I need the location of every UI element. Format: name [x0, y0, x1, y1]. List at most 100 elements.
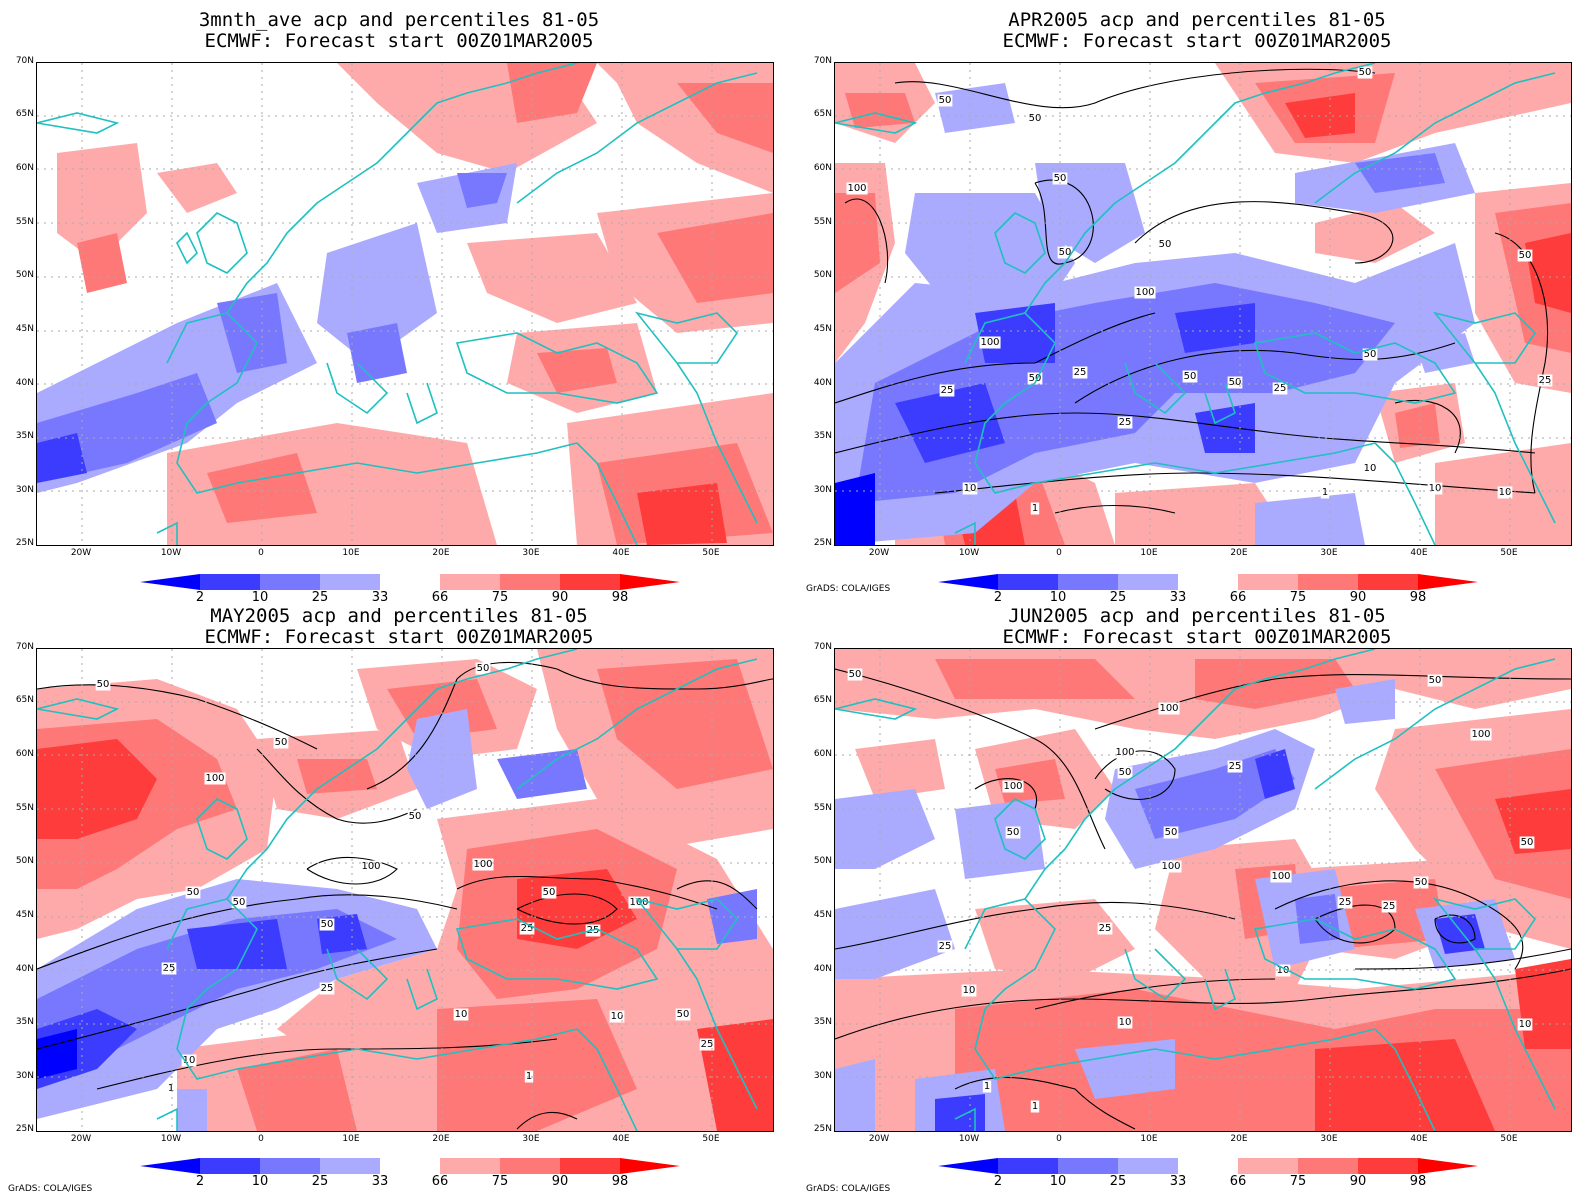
map-area[interactable]: 50 50 50 100 50 50 50 100 100 25 50 25 5…	[834, 62, 1572, 546]
colorbar-label: 25	[1109, 590, 1127, 605]
lon-label: 50E	[702, 548, 720, 558]
panel-title: APR2005 acp and percentiles 81-05	[1008, 9, 1386, 31]
lon-label: 20E	[1230, 1134, 1248, 1144]
contour-label: 1	[1032, 1101, 1038, 1112]
contour-label: 1	[168, 1083, 174, 1094]
contour-label: 50	[1519, 250, 1532, 261]
colorbar-label: 10	[251, 1174, 269, 1189]
lat-label: 40N	[15, 378, 34, 388]
contour-label: 100	[1115, 747, 1134, 758]
colorbar-label: 33	[371, 1174, 389, 1189]
lon-label: 10E	[342, 548, 360, 558]
lat-label: 55N	[15, 803, 34, 813]
contour-label: 50	[409, 811, 422, 822]
lat-label: 45N	[813, 910, 832, 920]
map-area[interactable]: 50 50 100 100 50 25 50 100 50 100 100 25…	[834, 648, 1572, 1132]
colorbar-label: 25	[311, 1174, 329, 1189]
colorbar-label: 90	[1349, 1174, 1367, 1189]
lat-label: 30N	[15, 1071, 34, 1081]
contour-label: 25	[701, 1039, 714, 1050]
lat-label: 35N	[15, 1017, 34, 1027]
panel-subtitle: ECMWF: Forecast start 00Z01MAR2005	[1002, 30, 1392, 52]
colorbar-label: 33	[371, 590, 389, 605]
lat-label: 60N	[15, 749, 34, 759]
contour-label: 50	[1007, 827, 1020, 838]
lon-label: 0	[258, 548, 264, 558]
lon-label: 20W	[868, 1134, 890, 1144]
contour-label: 25	[1339, 897, 1352, 908]
lon-label: 20W	[70, 548, 92, 558]
panel-april-2005: APR2005 acp and percentiles 81-05 ECMWF:…	[798, 0, 1596, 605]
contour-label: 10	[964, 483, 977, 494]
contour-label: 10	[963, 985, 976, 996]
contour-label: 100	[473, 859, 492, 870]
map-area[interactable]: 50 50 100 50 50 100 50 50 100 100 50 50 …	[36, 648, 774, 1132]
colorbar-label: 2	[195, 1174, 205, 1189]
lat-label: 35N	[813, 1017, 832, 1027]
colorbar-label: 98	[611, 590, 629, 605]
lat-label: 50N	[15, 856, 34, 866]
colorbar-label: 2	[993, 590, 1003, 605]
colorbar-label: 25	[311, 590, 329, 605]
colorbar	[140, 1158, 680, 1174]
lon-label: 0	[258, 1134, 264, 1144]
blue-anomaly-fields	[37, 709, 757, 1131]
colorbar-label: 66	[1229, 590, 1247, 605]
lon-label: 30E	[1320, 548, 1338, 558]
lon-label: 20E	[432, 548, 450, 558]
contour-label: 100	[1003, 781, 1022, 792]
lon-label: 40E	[612, 548, 630, 558]
contour-label: 25	[1274, 383, 1287, 394]
lat-label: 40N	[15, 964, 34, 974]
contour-label: 25	[1099, 923, 1112, 934]
contour-label: 50	[849, 669, 862, 680]
colorbar-label: 2	[993, 1174, 1003, 1189]
lat-label: 65N	[813, 109, 832, 119]
lat-label: 50N	[813, 270, 832, 280]
lon-label: 50E	[1500, 548, 1518, 558]
contour-label: 25	[1229, 761, 1242, 772]
contour-label: 50	[1521, 837, 1534, 848]
contour-label: 50	[1029, 113, 1042, 124]
colorbar-label: 75	[491, 1174, 509, 1189]
lat-label: 45N	[15, 910, 34, 920]
lon-label: 20W	[868, 548, 890, 558]
contour-label: 1	[1032, 503, 1038, 514]
lon-label: 50E	[702, 1134, 720, 1144]
grads-credit: GrADS: COLA/IGES	[806, 1184, 891, 1194]
lon-label: 50E	[1500, 1134, 1518, 1144]
colorbar-label: 66	[1229, 1174, 1247, 1189]
lon-label: 30E	[1320, 1134, 1338, 1144]
lon-label: 0	[1056, 1134, 1062, 1144]
map-area[interactable]	[36, 62, 774, 546]
lat-label: 60N	[813, 163, 832, 173]
lat-label: 65N	[813, 695, 832, 705]
colorbar	[938, 1158, 1478, 1174]
lon-label: 0	[1056, 548, 1062, 558]
colorbar-label: 98	[611, 1174, 629, 1189]
lon-label: 10E	[342, 1134, 360, 1144]
lat-label: 35N	[813, 431, 832, 441]
lat-label: 70N	[813, 56, 832, 66]
contour-label: 50	[677, 1009, 690, 1020]
contour-label: 25	[1119, 417, 1132, 428]
lat-label: 50N	[15, 270, 34, 280]
contour-label: 50	[233, 897, 246, 908]
precip-percentile-map: 50 50 100 100 50 25 50 100 50 100 100 25…	[835, 649, 1571, 1131]
contour-label: 50	[1429, 675, 1442, 686]
colorbar-label: 66	[431, 1174, 449, 1189]
contour-label: 100	[1271, 871, 1290, 882]
contour-label: 50	[1415, 877, 1428, 888]
coastlines	[37, 649, 758, 1131]
lon-label: 20E	[432, 1134, 450, 1144]
lon-label: 20W	[70, 1134, 92, 1144]
contour-label: 50	[97, 679, 110, 690]
lat-label: 60N	[15, 163, 34, 173]
lat-label: 25N	[15, 1124, 34, 1134]
panel-june-2005: JUN2005 acp and percentiles 81-05 ECMWF:…	[798, 598, 1596, 1196]
lat-label: 40N	[813, 964, 832, 974]
colorbar-label: 75	[1289, 1174, 1307, 1189]
lat-label: 30N	[813, 485, 832, 495]
lon-label: 40E	[1410, 548, 1428, 558]
lat-label: 50N	[813, 856, 832, 866]
